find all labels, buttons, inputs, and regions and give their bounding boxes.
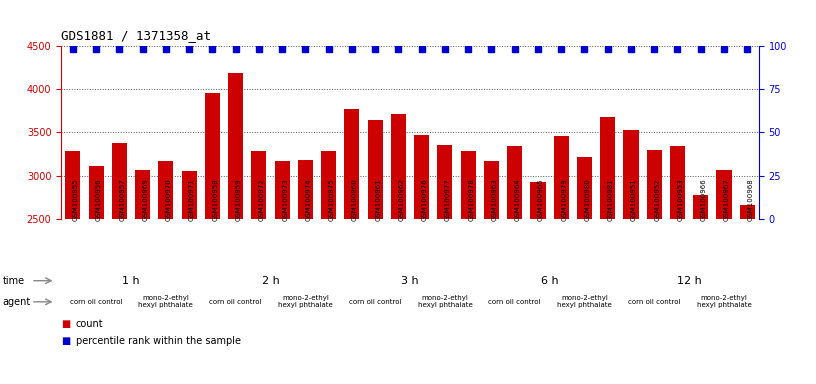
Text: 3 h: 3 h xyxy=(401,276,419,286)
Text: 2 h: 2 h xyxy=(262,276,279,286)
Text: GSM100970: GSM100970 xyxy=(166,179,172,222)
Bar xyxy=(553,136,569,384)
Bar xyxy=(367,119,383,384)
Text: corn oil control: corn oil control xyxy=(70,299,122,305)
Text: corn oil control: corn oil control xyxy=(210,299,262,305)
Bar xyxy=(181,171,197,384)
Text: mono-2-ethyl
hexyl phthalate: mono-2-ethyl hexyl phthalate xyxy=(139,295,193,308)
Text: GSM100951: GSM100951 xyxy=(631,179,637,222)
Text: GSM100953: GSM100953 xyxy=(677,179,684,222)
Bar xyxy=(437,146,453,384)
Text: percentile rank within the sample: percentile rank within the sample xyxy=(76,336,241,346)
Text: GSM100977: GSM100977 xyxy=(445,179,451,222)
Text: GSM100961: GSM100961 xyxy=(375,179,381,222)
Text: GSM100955: GSM100955 xyxy=(73,179,79,222)
Text: GSM100968: GSM100968 xyxy=(747,179,753,222)
Bar xyxy=(623,130,639,384)
Text: GSM100981: GSM100981 xyxy=(608,179,614,222)
Text: GSM100975: GSM100975 xyxy=(329,179,335,222)
Text: GSM100957: GSM100957 xyxy=(119,179,126,222)
Bar xyxy=(298,160,313,384)
Bar xyxy=(600,117,615,384)
Bar xyxy=(321,151,336,384)
Bar xyxy=(274,161,290,384)
Bar xyxy=(65,151,81,384)
Text: GSM100969: GSM100969 xyxy=(143,179,149,222)
Text: corn oil control: corn oil control xyxy=(349,299,401,305)
Text: GDS1881 / 1371358_at: GDS1881 / 1371358_at xyxy=(61,29,211,42)
Bar xyxy=(88,166,104,384)
Bar xyxy=(158,161,174,384)
Text: GSM100965: GSM100965 xyxy=(538,179,544,222)
Text: corn oil control: corn oil control xyxy=(489,299,541,305)
Text: 6 h: 6 h xyxy=(541,276,558,286)
Text: GSM100956: GSM100956 xyxy=(96,179,102,222)
Text: GSM100974: GSM100974 xyxy=(305,179,312,222)
Bar xyxy=(205,93,220,384)
Text: GSM100960: GSM100960 xyxy=(352,179,358,222)
Bar xyxy=(646,150,662,384)
Text: GSM100980: GSM100980 xyxy=(584,179,591,222)
Text: time: time xyxy=(2,276,24,286)
Text: agent: agent xyxy=(2,297,31,307)
Text: ■: ■ xyxy=(61,336,70,346)
Bar xyxy=(414,135,429,384)
Bar xyxy=(391,114,406,384)
Text: GSM100972: GSM100972 xyxy=(259,179,265,222)
Text: GSM100952: GSM100952 xyxy=(654,179,660,222)
Text: ■: ■ xyxy=(61,319,70,329)
Text: mono-2-ethyl
hexyl phthalate: mono-2-ethyl hexyl phthalate xyxy=(697,295,752,308)
Text: GSM100966: GSM100966 xyxy=(701,179,707,222)
Bar xyxy=(344,109,360,384)
Bar xyxy=(577,157,592,384)
Text: GSM100973: GSM100973 xyxy=(282,179,288,222)
Text: mono-2-ethyl
hexyl phthalate: mono-2-ethyl hexyl phthalate xyxy=(557,295,612,308)
Text: 1 h: 1 h xyxy=(122,276,140,286)
Text: GSM100958: GSM100958 xyxy=(212,179,219,222)
Bar xyxy=(530,182,546,384)
Text: GSM100959: GSM100959 xyxy=(236,179,242,222)
Bar xyxy=(251,152,267,384)
Text: mono-2-ethyl
hexyl phthalate: mono-2-ethyl hexyl phthalate xyxy=(418,295,472,308)
Text: GSM100963: GSM100963 xyxy=(491,179,498,222)
Bar xyxy=(670,146,685,384)
Text: count: count xyxy=(76,319,104,329)
Text: GSM100979: GSM100979 xyxy=(561,179,567,222)
Bar xyxy=(135,170,150,384)
Text: corn oil control: corn oil control xyxy=(628,299,681,305)
Text: GSM100971: GSM100971 xyxy=(189,179,195,222)
Bar xyxy=(507,146,522,384)
Text: mono-2-ethyl
hexyl phthalate: mono-2-ethyl hexyl phthalate xyxy=(278,295,333,308)
Text: GSM100967: GSM100967 xyxy=(724,179,730,222)
Bar xyxy=(693,195,708,384)
Bar xyxy=(460,152,476,384)
Text: GSM100976: GSM100976 xyxy=(422,179,428,222)
Text: GSM100978: GSM100978 xyxy=(468,179,474,222)
Text: GSM100962: GSM100962 xyxy=(398,179,405,222)
Bar xyxy=(228,73,243,384)
Bar xyxy=(112,143,127,384)
Bar xyxy=(484,161,499,384)
Bar xyxy=(716,170,732,384)
Text: GSM100964: GSM100964 xyxy=(515,179,521,222)
Bar xyxy=(739,205,755,384)
Text: 12 h: 12 h xyxy=(676,276,702,286)
